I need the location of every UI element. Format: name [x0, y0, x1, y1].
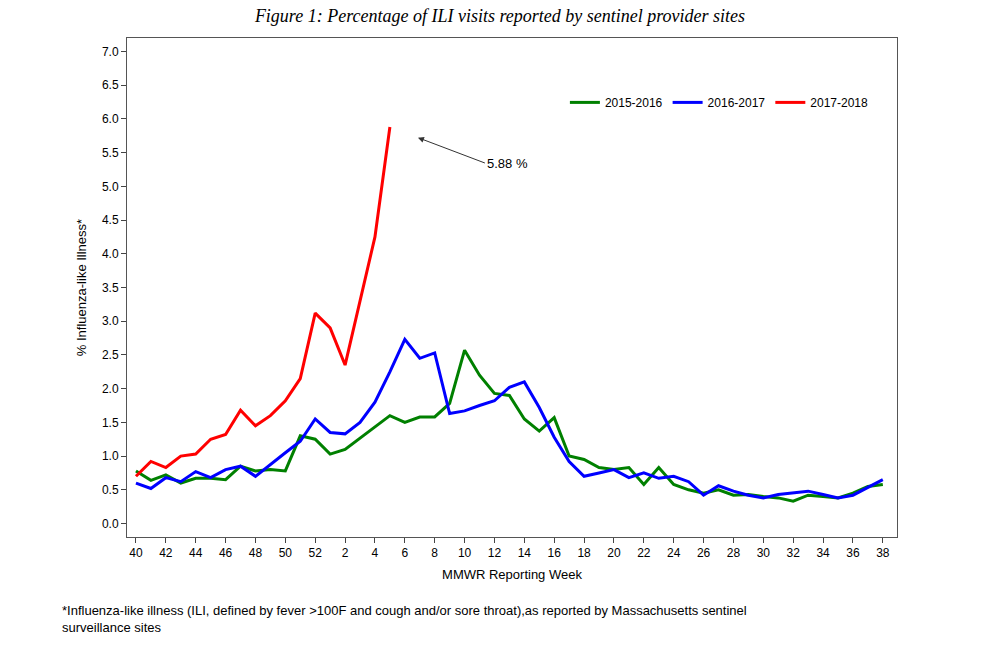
svg-text:16: 16: [548, 546, 562, 560]
svg-text:12: 12: [488, 546, 502, 560]
svg-text:50: 50: [279, 546, 293, 560]
svg-text:5.5: 5.5: [102, 146, 119, 160]
svg-text:3.5: 3.5: [102, 281, 119, 295]
svg-text:2: 2: [342, 546, 349, 560]
svg-text:20: 20: [607, 546, 621, 560]
svg-text:1.0: 1.0: [102, 449, 119, 463]
svg-text:14: 14: [518, 546, 532, 560]
svg-text:3.0: 3.0: [102, 314, 119, 328]
svg-text:7.0: 7.0: [102, 45, 119, 59]
svg-text:1.5: 1.5: [102, 416, 119, 430]
html-text:*Influenza-like illness (ILI,: *Influenza-like illness (ILI, defined by…: [62, 603, 747, 618]
svg-text:6.0: 6.0: [102, 112, 119, 126]
svg-text:Figure 1: Percentage of ILI vi: Figure 1: Percentage of ILI visits repor…: [254, 6, 745, 26]
svg-text:0.0: 0.0: [102, 517, 119, 531]
svg-text:34: 34: [816, 546, 830, 560]
svg-text:6: 6: [401, 546, 408, 560]
svg-text:26: 26: [697, 546, 711, 560]
svg-text:8: 8: [431, 546, 438, 560]
svg-text:4.0: 4.0: [102, 247, 119, 261]
svg-text:2017-2018: 2017-2018: [810, 96, 868, 110]
svg-text:4.5: 4.5: [102, 213, 119, 227]
svg-text:6.5: 6.5: [102, 78, 119, 92]
svg-text:4: 4: [372, 546, 379, 560]
svg-text:42: 42: [159, 546, 173, 560]
svg-text:38: 38: [876, 546, 890, 560]
svg-text:5.88 %: 5.88 %: [487, 156, 528, 171]
svg-text:0.5: 0.5: [102, 483, 119, 497]
svg-text:28: 28: [727, 546, 741, 560]
svg-text:22: 22: [637, 546, 651, 560]
svg-text:44: 44: [189, 546, 203, 560]
svg-text:46: 46: [219, 546, 233, 560]
svg-text:5.0: 5.0: [102, 180, 119, 194]
svg-text:2.0: 2.0: [102, 382, 119, 396]
svg-text:40: 40: [129, 546, 143, 560]
svg-text:30: 30: [757, 546, 771, 560]
svg-text:2015-2016: 2015-2016: [605, 96, 663, 110]
svg-text:18: 18: [577, 546, 591, 560]
svg-text:48: 48: [249, 546, 263, 560]
svg-text:2.5: 2.5: [102, 348, 119, 362]
svg-text:32: 32: [787, 546, 801, 560]
svg-text:2016-2017: 2016-2017: [708, 96, 766, 110]
svg-text:10: 10: [458, 546, 472, 560]
svg-text:% Influenza-like Illness*: % Influenza-like Illness*: [74, 219, 89, 356]
html-text:surveillance sites: surveillance sites: [62, 620, 161, 635]
svg-text:24: 24: [667, 546, 681, 560]
svg-text:36: 36: [846, 546, 860, 560]
svg-text:MMWR Reporting Week: MMWR Reporting Week: [442, 567, 582, 582]
svg-text:52: 52: [309, 546, 323, 560]
